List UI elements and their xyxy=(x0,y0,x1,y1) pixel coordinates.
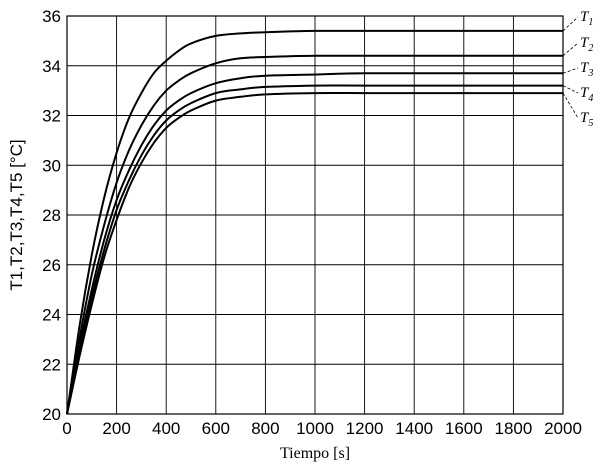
series-line-t2 xyxy=(66,54,563,415)
legend-leader-line xyxy=(562,16,579,32)
legend-leader-line xyxy=(562,85,579,94)
y-tick-label: 20 xyxy=(42,405,61,424)
series-line-t3 xyxy=(66,72,563,415)
y-tick-label: 34 xyxy=(42,57,61,76)
legend-leader-line xyxy=(562,92,579,119)
legend-label-base: T xyxy=(580,9,590,25)
series-line-t4 xyxy=(66,84,563,415)
legend-label-subscript: 5 xyxy=(588,118,593,129)
legend-label-t3: T3 xyxy=(580,60,593,79)
grid xyxy=(66,15,564,415)
y-tick-label: 36 xyxy=(42,7,61,26)
legend-label-base: T xyxy=(580,110,590,126)
legend-label-subscript: 2 xyxy=(588,43,593,54)
y-axis-title: T1,T2,T3,T4,T5 [°C] xyxy=(7,139,26,290)
x-axis-ticks: 0 200 400 600 800 1000 1200 1400 1600 1800 2000 xyxy=(62,419,582,438)
x-tick-label: 1000 xyxy=(296,419,334,438)
legend-label-t5: T5 xyxy=(580,110,593,129)
legend-label-t2: T2 xyxy=(580,35,593,54)
x-axis-title: Tiempo [s] xyxy=(280,445,350,462)
legend-label-base: T xyxy=(580,60,590,76)
y-tick-label: 26 xyxy=(42,256,61,275)
legend-label-subscript: 3 xyxy=(587,68,593,79)
x-tick-label: 400 xyxy=(152,419,180,438)
x-tick-label: 1400 xyxy=(395,419,433,438)
x-tick-label: 800 xyxy=(251,419,279,438)
y-tick-label: 22 xyxy=(42,355,61,374)
legend-leader-line xyxy=(562,67,579,74)
x-tick-label: 2000 xyxy=(544,419,582,438)
y-tick-label: 32 xyxy=(42,107,61,126)
plot-frame xyxy=(66,15,564,415)
x-tick-label: 1800 xyxy=(494,419,532,438)
x-tick-label: 600 xyxy=(202,419,230,438)
y-tick-label: 24 xyxy=(42,306,61,325)
series-line-t5 xyxy=(66,92,563,415)
legend-label-base: T xyxy=(580,85,590,101)
series-line-t1 xyxy=(66,29,563,415)
x-tick-label: 1600 xyxy=(445,419,483,438)
series-layer xyxy=(66,29,563,415)
y-tick-label: 30 xyxy=(42,156,61,175)
legend-label-base: T xyxy=(580,35,590,51)
legend-label-t4: T4 xyxy=(580,85,593,104)
legend-label-subscript: 1 xyxy=(588,17,593,28)
x-tick-label: 200 xyxy=(102,419,130,438)
y-tick-label: 28 xyxy=(42,206,61,225)
x-tick-label: 1200 xyxy=(346,419,384,438)
y-axis-ticks: 20 22 24 26 28 30 32 34 36 xyxy=(42,7,61,424)
legend-label-t1: T1 xyxy=(580,9,593,28)
legend-label-subscript: 4 xyxy=(588,93,593,104)
legend-leader-line xyxy=(562,42,579,57)
x-tick-label: 0 xyxy=(62,419,71,438)
